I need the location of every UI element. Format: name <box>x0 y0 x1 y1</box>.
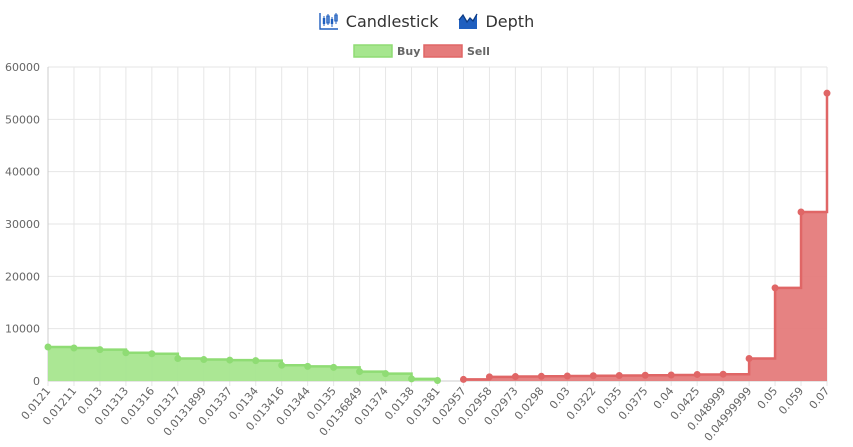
y-tick-label: 60000 <box>5 61 40 74</box>
x-tick-label: 0.059 <box>776 385 806 417</box>
data-point <box>122 349 130 357</box>
y-tick-label: 30000 <box>5 218 40 231</box>
data-point <box>200 356 208 364</box>
data-point <box>719 370 727 378</box>
legend-label-buy: Buy <box>397 45 420 58</box>
data-point <box>563 372 571 380</box>
legend: Buy Sell <box>353 44 490 58</box>
x-tick-label: 0.07 <box>807 385 833 412</box>
legend-swatch-buy <box>353 44 393 58</box>
depth-chart-icon <box>458 12 479 30</box>
series-area <box>48 346 438 381</box>
series-buy <box>44 343 441 384</box>
data-point <box>226 356 234 364</box>
data-point <box>771 284 779 292</box>
tab-depth[interactable]: Depth <box>458 12 534 31</box>
y-tick-label: 10000 <box>5 323 40 336</box>
data-point <box>278 361 286 369</box>
data-point <box>70 344 78 352</box>
series-area <box>463 93 827 382</box>
y-tick-label: 0 <box>33 375 40 388</box>
grid <box>47 66 828 386</box>
data-point <box>356 368 364 376</box>
data-point <box>537 372 545 380</box>
data-point <box>615 372 623 380</box>
series-sell <box>459 89 831 383</box>
data-point <box>96 346 104 354</box>
legend-label-sell: Sell <box>467 45 490 58</box>
data-point <box>408 375 416 383</box>
data-point <box>434 376 441 384</box>
data-point <box>459 375 467 383</box>
data-point <box>252 357 260 365</box>
data-point <box>485 373 493 381</box>
y-tick-label: 20000 <box>5 270 40 283</box>
tab-candlestick[interactable]: Candlestick <box>319 11 439 31</box>
tab-candlestick-label: Candlestick <box>345 11 439 31</box>
chart-tabs: Candlestick Depth <box>0 8 853 34</box>
data-point <box>174 354 182 362</box>
data-point <box>44 343 52 351</box>
candlestick-icon <box>319 12 339 30</box>
tab-depth-label: Depth <box>485 11 535 31</box>
data-point <box>641 371 649 379</box>
y-tick-label: 50000 <box>5 113 40 126</box>
legend-swatch-sell <box>423 44 463 58</box>
data-point <box>667 371 675 379</box>
data-point <box>330 363 338 371</box>
data-point <box>304 362 312 370</box>
data-point <box>745 354 753 362</box>
data-point <box>797 208 805 216</box>
data-point <box>589 372 597 380</box>
data-point <box>382 370 390 378</box>
data-point <box>511 373 519 381</box>
data-point <box>823 89 831 97</box>
data-point <box>693 370 701 378</box>
data-point <box>148 350 156 358</box>
y-tick-label: 40000 <box>5 166 40 179</box>
